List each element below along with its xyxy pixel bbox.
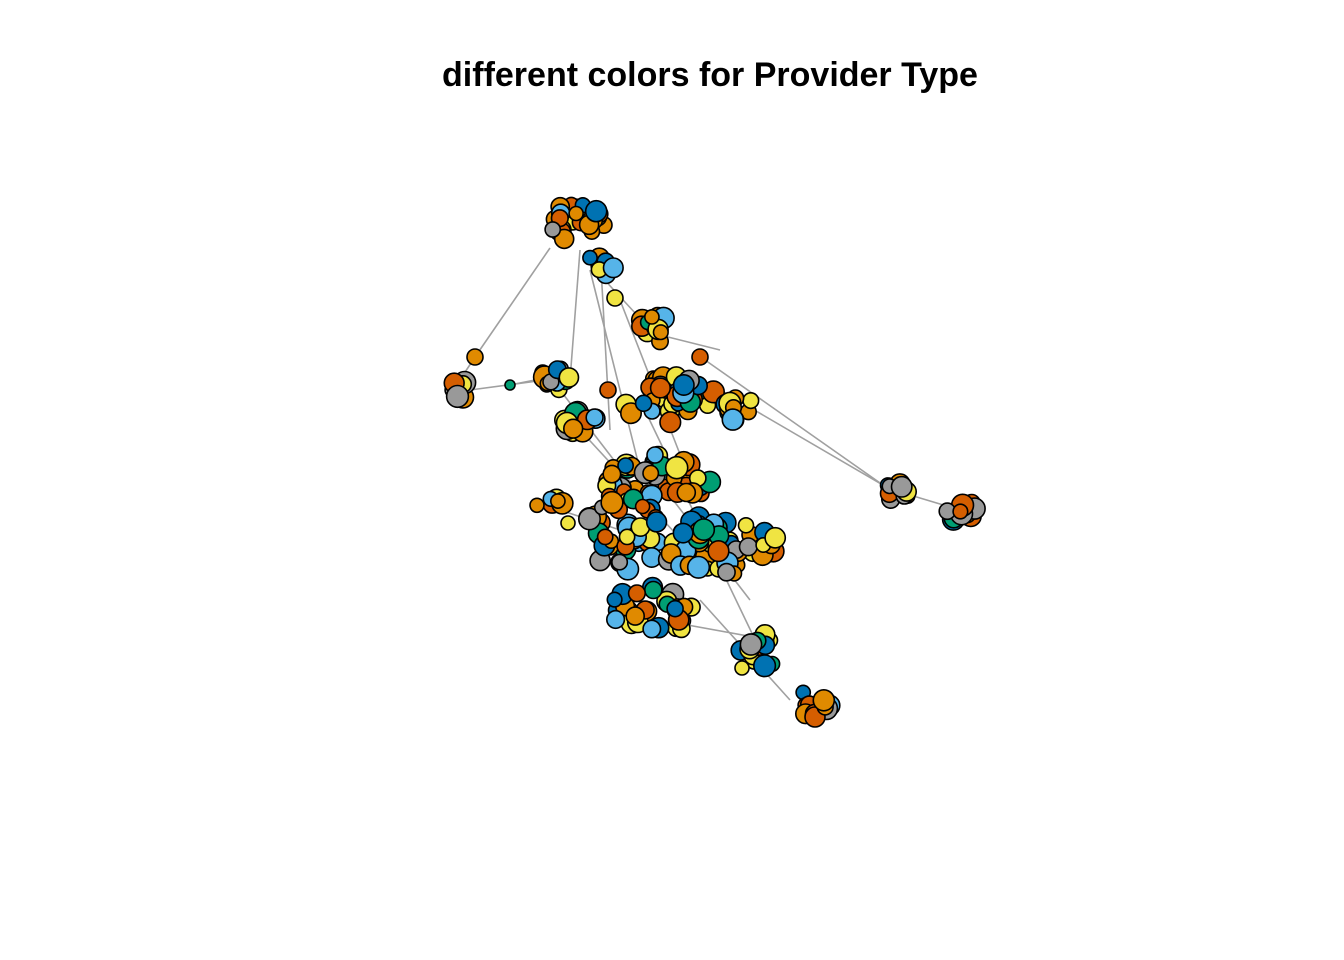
graph-node xyxy=(558,367,580,388)
graph-node xyxy=(606,289,624,307)
edge xyxy=(704,359,891,491)
graph-node xyxy=(812,688,836,712)
graph-node xyxy=(672,522,694,544)
graph-node xyxy=(568,205,584,222)
graph-node xyxy=(582,249,598,266)
graph-node xyxy=(645,511,668,533)
edge xyxy=(589,269,641,471)
graph-node xyxy=(600,490,624,515)
graph-node xyxy=(602,464,622,484)
graph-node xyxy=(606,591,623,608)
graph-node xyxy=(642,464,660,482)
graph-node xyxy=(585,408,604,427)
edge xyxy=(474,247,551,358)
graph-node xyxy=(752,654,777,678)
graph-node xyxy=(707,539,730,563)
graph-node xyxy=(562,418,584,439)
graph-node xyxy=(738,537,758,557)
graph-node xyxy=(734,660,750,676)
graph-node xyxy=(664,455,689,480)
graph-node xyxy=(646,446,664,464)
graph-node xyxy=(659,411,682,434)
graph-node xyxy=(676,482,697,503)
graph-node xyxy=(721,408,745,431)
graph-node xyxy=(692,518,716,542)
graph-node xyxy=(599,381,617,399)
graph-node xyxy=(445,384,470,409)
graph-node xyxy=(544,221,562,238)
graph-node xyxy=(618,528,636,546)
graph-node xyxy=(686,555,711,579)
graph-node xyxy=(739,633,763,656)
plot-title: different colors for Provider Type xyxy=(442,56,978,94)
graph-node xyxy=(644,308,660,325)
graph-node xyxy=(602,257,624,279)
graph-node xyxy=(466,348,484,366)
graph-node xyxy=(642,619,662,639)
graph-node xyxy=(666,599,684,618)
edge xyxy=(569,249,581,381)
graph-node xyxy=(634,498,651,515)
graph-node xyxy=(952,503,969,520)
graph-node xyxy=(737,516,755,534)
graph-node xyxy=(619,402,642,425)
graph-node xyxy=(504,379,516,391)
graph-node xyxy=(890,475,913,498)
graph-node xyxy=(652,324,669,341)
graph-node xyxy=(627,584,647,603)
graph-node xyxy=(529,497,545,514)
graph-node xyxy=(717,562,736,582)
graph-node xyxy=(672,373,695,396)
graph-node xyxy=(596,528,614,546)
graph-node xyxy=(691,348,709,366)
graph-node xyxy=(577,507,601,531)
graph-node xyxy=(764,526,787,549)
graph-node xyxy=(643,580,663,600)
node-layer xyxy=(443,196,986,728)
graph-node xyxy=(560,515,576,531)
graph-node xyxy=(742,392,760,410)
graph-node xyxy=(605,609,626,630)
graph-node xyxy=(634,394,653,413)
graph-node xyxy=(649,377,672,399)
graph-node xyxy=(584,199,608,223)
graph-node xyxy=(611,553,629,571)
graph-node xyxy=(550,493,566,509)
graph-node xyxy=(617,457,634,474)
graph-node xyxy=(625,606,646,626)
